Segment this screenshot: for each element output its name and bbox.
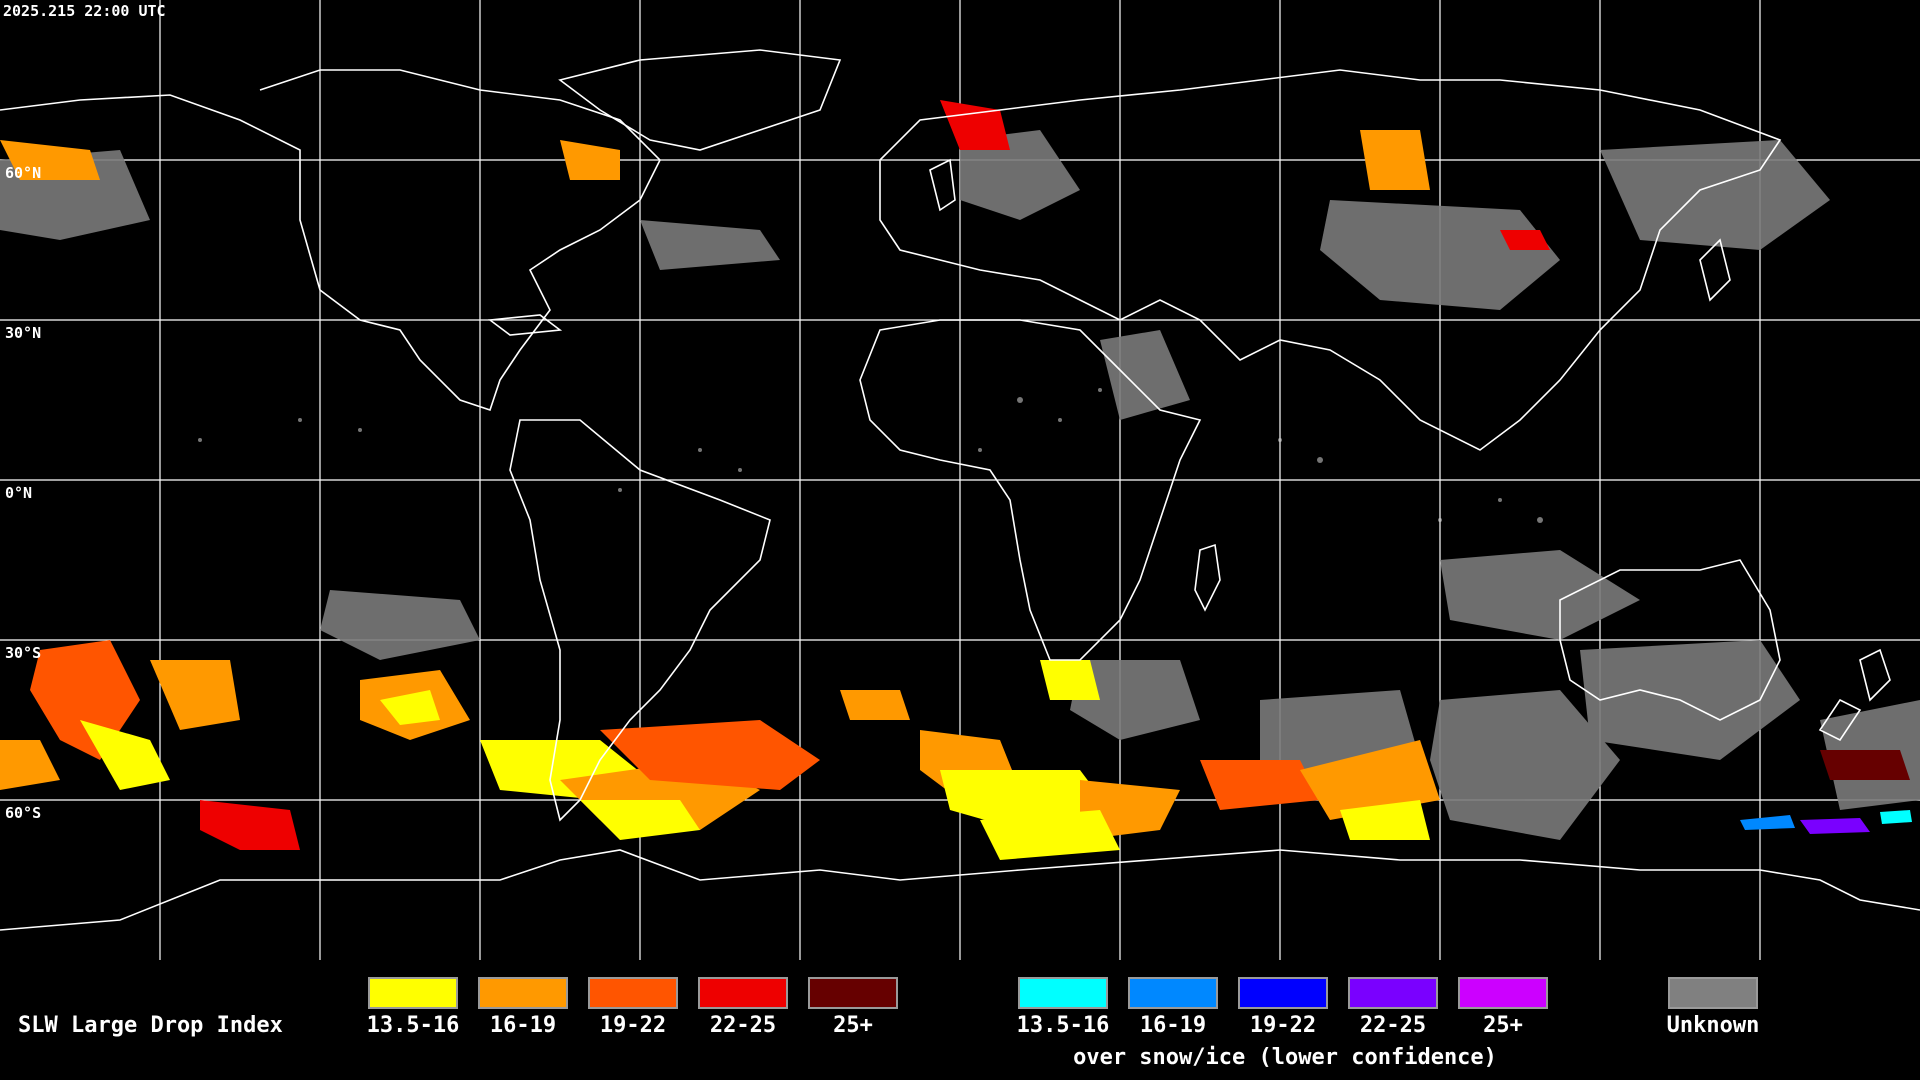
legend-label-snow-5: 25+	[1483, 1013, 1523, 1038]
legend-swatch-primary-1	[368, 977, 458, 1009]
legend-label-primary-4: 22-25	[709, 1013, 777, 1038]
legend-swatch-snow-5	[1458, 977, 1548, 1009]
cloud-speckle	[198, 388, 1543, 523]
legend-swatch-primary-4	[698, 977, 788, 1009]
legend-label-snow-3: 19-22	[1249, 1013, 1317, 1038]
coastlines	[0, 49, 1920, 931]
legend-label-snow-1: 13.5-16	[1016, 1013, 1110, 1038]
legend-label-snow-2: 16-19	[1139, 1013, 1207, 1038]
legend-label-primary-3: 19-22	[599, 1013, 667, 1038]
timestamp: 2025.215 22:00 UTC	[3, 2, 166, 20]
legend-swatch-unknown	[1668, 977, 1758, 1009]
legend-label-primary-1: 13.5-16	[366, 1013, 460, 1038]
legend-swatch-snow-4	[1348, 977, 1438, 1009]
slw-large-drop-areas	[0, 100, 1910, 860]
legend-swatch-snow-1	[1018, 977, 1108, 1009]
latitude-label-60s: 60°S	[5, 804, 42, 822]
legend-swatch-primary-3	[588, 977, 678, 1009]
legend-swatch-snow-3	[1238, 977, 1328, 1009]
legend-label-primary-5: 25+	[833, 1013, 873, 1038]
latitude-label-30s: 30°S	[5, 644, 42, 662]
legend-label-primary-2: 16-19	[489, 1013, 557, 1038]
snow-ice-caption: over snow/ice (lower confidence)	[1073, 1045, 1497, 1070]
world-map: 2025.215 22:00 UTC 60°N 30°N 0°N 30°S 60…	[0, 0, 1920, 960]
legend	[0, 960, 1920, 1080]
legend-swatch-primary-2	[478, 977, 568, 1009]
latitude-label-30n: 30°N	[5, 324, 42, 342]
map-canvas	[0, 0, 1920, 960]
latitude-label-60n: 60°N	[5, 164, 42, 182]
legend-swatch-snow-2	[1128, 977, 1218, 1009]
legend-swatch-primary-5	[808, 977, 898, 1009]
latitude-label-0n: 0°N	[5, 484, 33, 502]
legend-label-unknown: Unknown	[1666, 1013, 1760, 1038]
snow-ice-areas	[1740, 810, 1912, 834]
legend-title: SLW Large Drop Index	[18, 1013, 283, 1038]
legend-label-snow-4: 22-25	[1359, 1013, 1427, 1038]
